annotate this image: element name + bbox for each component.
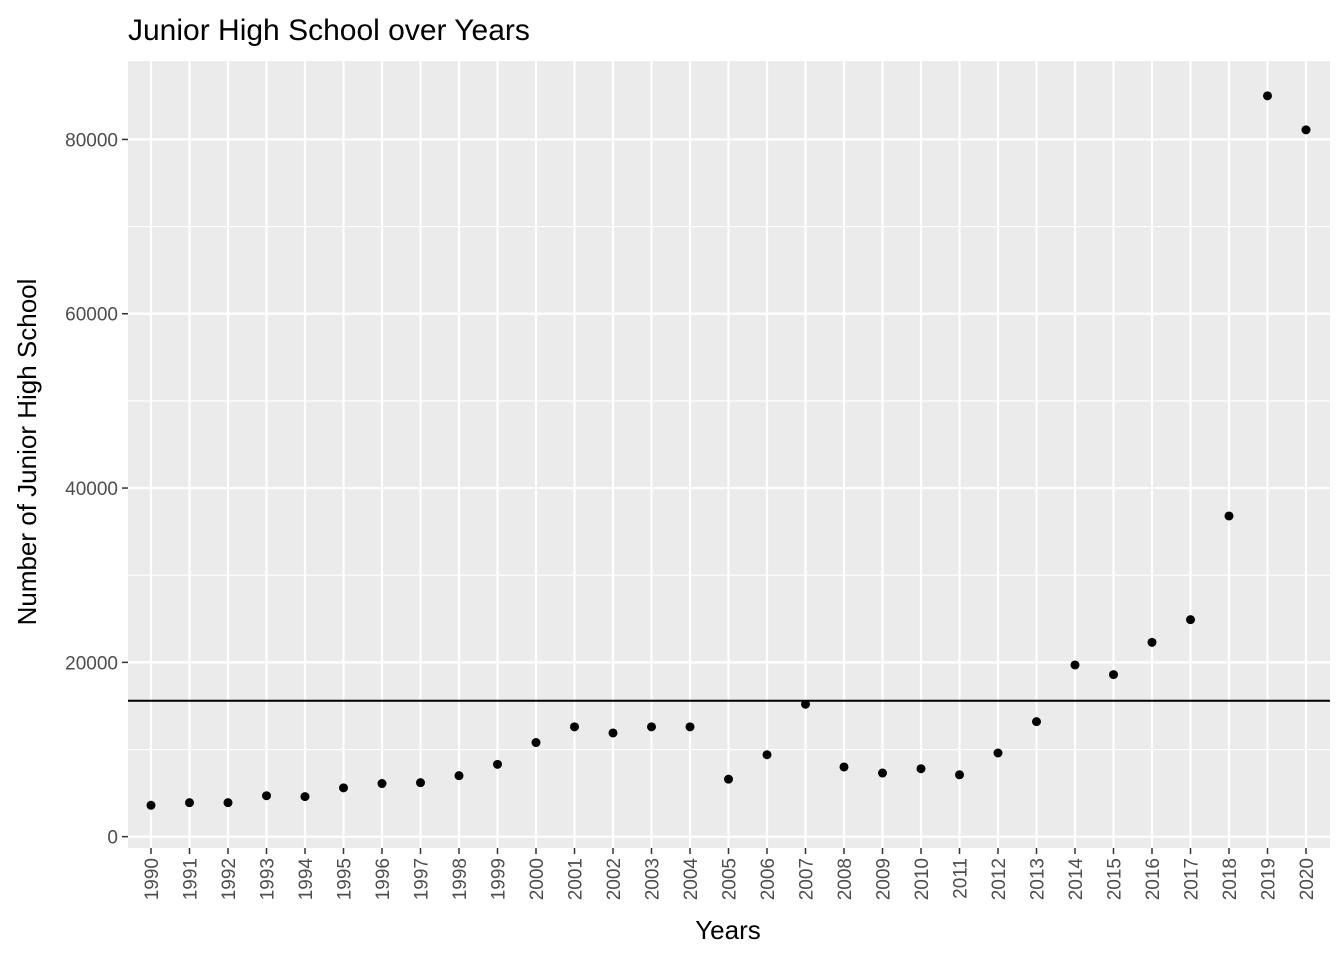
x-tick-label: 2004 [681,858,702,901]
x-tick-label: 1995 [335,858,356,900]
x-tick-label: 2008 [835,858,856,900]
x-tick-label: 1993 [258,858,279,900]
x-tick-label: 2017 [1182,858,1203,900]
data-point [493,759,502,769]
data-point [685,722,695,732]
data-point [647,722,656,732]
x-tick-label: 1991 [181,858,202,900]
x-tick-label: 2001 [566,858,587,900]
data-point [608,728,618,738]
data-point [339,783,348,793]
x-tick-label: 2016 [1143,858,1164,900]
data-point [1109,670,1118,680]
x-tick-label: 2019 [1259,858,1280,900]
data-point [955,770,964,780]
x-tick-label: 1992 [219,858,240,900]
x-tick-label: 2020 [1297,858,1318,900]
y-tick-label: 60000 [65,305,118,326]
x-tick-label: 2005 [720,858,741,900]
data-point [1070,660,1080,670]
y-axis-title: Number of Junior High School [12,279,42,626]
x-axis-title: Years [695,915,761,945]
x-tick-label: 2007 [797,858,818,900]
x-tick-label: 1998 [450,858,471,900]
x-tick-label: 1996 [373,858,394,900]
data-point [1263,91,1272,101]
x-tick-label: 2012 [989,858,1010,900]
x-tick-label: 2003 [643,858,664,900]
x-tick-label: 2010 [912,858,933,900]
data-point [1147,637,1157,647]
x-tick-label: 2002 [604,858,625,900]
data-point [839,762,849,772]
data-point [185,798,194,808]
x-axis: 1990 1991 1992 1993 1994 1995 1996 1997 1998 1999… [142,848,1318,900]
x-tick-label: 1999 [489,858,510,900]
y-tick-label: 20000 [65,653,118,674]
chart-title: Junior High School over Years [128,14,530,47]
data-point [762,750,772,760]
x-tick-label: 2000 [527,858,548,900]
data-point [878,768,887,778]
x-tick-label: 1994 [296,858,317,901]
data-point [454,771,464,781]
x-tick-label: 2015 [1105,858,1126,900]
data-point [416,778,425,788]
x-tick-label: 2014 [1066,858,1087,901]
y-axis: 0 20000 40000 60000 80000 [65,130,128,849]
data-point [724,774,733,784]
x-tick-label: 2013 [1028,858,1049,900]
data-point [1032,717,1041,727]
data-point [377,779,387,789]
data-point [1186,615,1195,625]
x-tick-label: 2009 [874,858,895,900]
data-point [223,798,233,808]
y-tick-label: 40000 [65,479,118,500]
data-point [262,791,271,801]
y-tick-label: 0 [107,828,118,849]
x-tick-label: 1990 [142,858,163,900]
grid-major [128,61,1330,848]
data-point [146,800,156,810]
data-point [916,764,926,774]
x-tick-label: 2011 [951,858,972,899]
x-tick-label: 1997 [412,858,433,900]
data-point [570,722,579,732]
data-point [531,738,541,748]
x-tick-label: 2018 [1220,858,1241,900]
data-point [300,792,310,802]
y-tick-label: 80000 [65,130,118,151]
data-point [1224,511,1234,521]
data-point [993,748,1003,758]
points-layer [146,91,1311,810]
x-tick-label: 2006 [758,858,779,900]
data-point [801,699,810,709]
data-point [1301,125,1311,135]
